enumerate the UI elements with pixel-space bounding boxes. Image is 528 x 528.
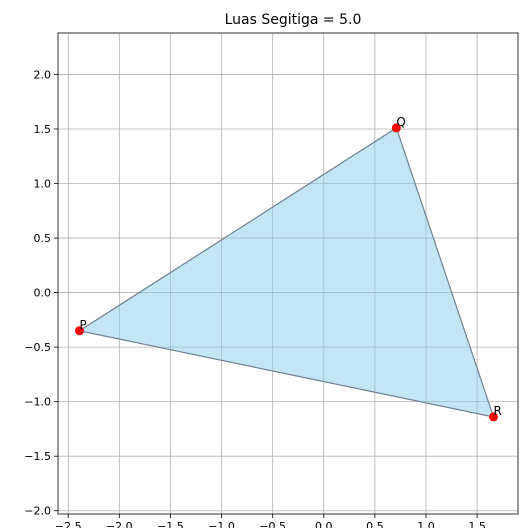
y-tick-label: 0.0 xyxy=(34,287,52,300)
y-tick-label: −2.0 xyxy=(24,505,51,518)
vertex-points: P Q R xyxy=(74,115,502,422)
y-tick-label: 1.5 xyxy=(34,123,52,136)
x-tick-label: 0.5 xyxy=(366,520,384,528)
y-tick-label: 0.5 xyxy=(34,232,52,245)
axes-frame xyxy=(57,32,519,515)
vertex-label-q: Q xyxy=(396,115,405,129)
y-tick-label: −0.5 xyxy=(24,341,51,354)
x-tick-label: −2.5 xyxy=(55,520,82,528)
axis-ticks: −2.5 −2.0 −1.5 −1.0 −0.5 0.0 0.5 1.0 1.5 −2.0 −1.5… xyxy=(24,68,486,528)
x-tick-label: −2.0 xyxy=(106,520,133,528)
triangle-layer xyxy=(77,126,495,418)
y-tick-label: 1.0 xyxy=(34,178,52,191)
y-tick-label: 2.0 xyxy=(34,68,52,81)
x-tick-label: 1.5 xyxy=(468,520,486,528)
x-tick-label: −1.0 xyxy=(208,520,235,528)
y-tick-label: −1.0 xyxy=(24,396,51,409)
vertex-label-r: R xyxy=(493,404,501,418)
x-tick-label: 1.0 xyxy=(417,520,435,528)
x-tick-label: 0.0 xyxy=(315,520,333,528)
vertex-point-q xyxy=(391,123,401,133)
vertex-point-p xyxy=(74,326,84,336)
triangle-shape xyxy=(77,126,495,418)
x-tick-label: −1.5 xyxy=(157,520,184,528)
chart-title: Luas Segitiga = 5.0 xyxy=(225,12,362,28)
y-tick-label: −1.5 xyxy=(24,450,51,463)
vertex-label-p: P xyxy=(79,318,86,332)
x-tick-label: −0.5 xyxy=(259,520,286,528)
vertex-point-r xyxy=(488,412,498,422)
